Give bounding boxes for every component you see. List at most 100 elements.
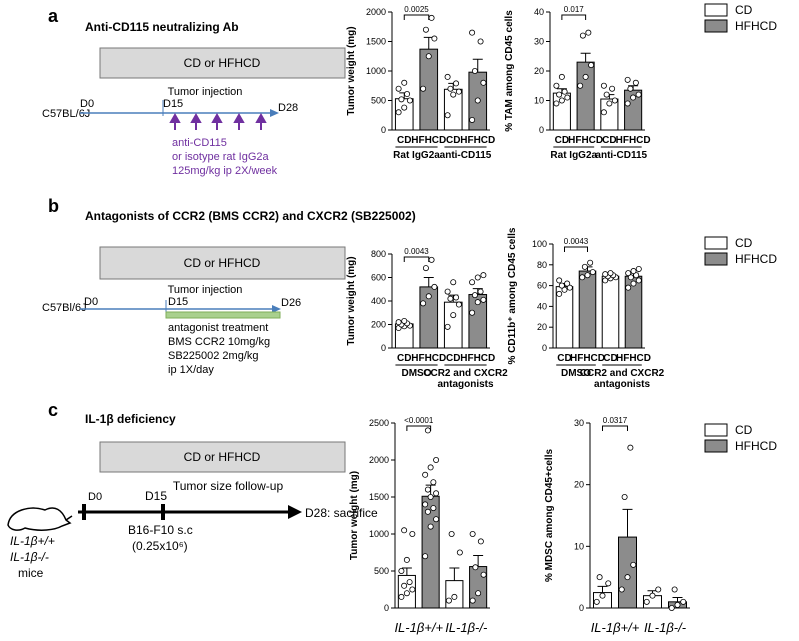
group-label: IL-1β-/- [445, 620, 488, 635]
data-point [633, 272, 640, 279]
arrowhead [270, 109, 279, 117]
data-point [561, 88, 568, 95]
data-point [447, 85, 454, 92]
legend-label: HFHCD [735, 252, 777, 266]
significance-bracket [403, 256, 430, 262]
error-bar [622, 508, 633, 538]
treatment-line: anti-CD115 [172, 137, 227, 149]
data-point [585, 29, 592, 36]
diagram-b: b Antagonists of CCR2 (BMS CCR2) and CXC… [42, 196, 416, 376]
data-point [475, 590, 482, 597]
significance-bracket [602, 425, 628, 431]
category-label: HFHCD [411, 135, 446, 146]
legend-label: HFHCD [735, 19, 777, 33]
data-point [635, 277, 642, 284]
panel-label: b [48, 196, 59, 216]
data-point [424, 427, 431, 434]
data-point [553, 82, 560, 89]
group-label: antagonists [594, 379, 651, 390]
error-bar [580, 52, 591, 63]
y-tick-label: 0 [384, 603, 389, 613]
arrowhead [272, 305, 281, 313]
p-value: <0.0001 [404, 416, 434, 425]
data-point [453, 294, 460, 301]
data-point [433, 456, 440, 463]
day-label: D0 [80, 98, 94, 110]
data-point [561, 286, 568, 293]
error-bar [423, 277, 434, 287]
data-point [611, 97, 618, 104]
y-tick-label: 30 [534, 37, 544, 47]
data-point [401, 582, 408, 589]
diet-box [99, 246, 346, 280]
y-tick-label: 400 [371, 296, 386, 306]
data-point [428, 14, 435, 21]
category-label: CD [397, 353, 411, 364]
bar [601, 275, 620, 349]
treatment-line: or isotype rat IgG2a [172, 151, 269, 163]
data-point [469, 597, 476, 604]
data-point [422, 501, 429, 508]
data-point [427, 493, 434, 500]
data-point [635, 91, 642, 98]
data-point [605, 580, 612, 587]
data-point [599, 592, 606, 599]
data-point [401, 79, 408, 86]
group-label: IL-1β-/- [644, 620, 687, 635]
data-point [579, 32, 586, 39]
data-point [424, 508, 431, 515]
day-label: D26 [281, 297, 301, 309]
data-point [564, 280, 571, 287]
data-point [624, 574, 631, 581]
bar [618, 536, 637, 609]
data-point [593, 598, 600, 605]
diagram-a: a Anti-CD115 neutralizing Ab CD or HFHCD… [42, 6, 346, 177]
data-point [606, 100, 613, 107]
treatment-line: 125mg/kg ip 2X/week [172, 165, 278, 177]
data-point [472, 564, 479, 571]
data-point [409, 531, 416, 538]
category-label: CD [555, 135, 569, 146]
data-point [427, 464, 434, 471]
data-point [480, 272, 487, 279]
data-point [424, 486, 431, 493]
group-label: antagonists [437, 379, 494, 390]
data-point [602, 271, 609, 278]
category-label: HFHCD [460, 135, 495, 146]
mouse-label: mice [18, 566, 44, 580]
y-tick-label: 80 [537, 260, 547, 270]
bar [576, 61, 595, 131]
diet-label: CD or HFHCD [184, 450, 261, 464]
y-tick-label: 0 [542, 343, 547, 353]
data-point [469, 279, 476, 286]
group-label: anti-CD115 [440, 150, 492, 161]
data-point [451, 593, 458, 600]
category-label: HFHCD [568, 135, 603, 146]
y-tick-label: 0 [539, 125, 544, 135]
data-point [420, 85, 427, 92]
error-bar [401, 567, 412, 576]
y-axis-label: Tumor weight (mg) [346, 256, 357, 345]
legend-swatch [704, 19, 728, 33]
data-point [471, 68, 478, 75]
day-label: D0 [88, 491, 102, 503]
data-point [596, 574, 603, 581]
mouse-genotype: IL-1β+/+ [10, 534, 55, 548]
group-label: DMSO [402, 368, 432, 379]
event-label: Tumor injection [168, 284, 243, 296]
data-point [422, 265, 429, 272]
category-label: HFHCD [616, 135, 651, 146]
error-bar [597, 585, 608, 593]
category-label: HFHCD [570, 353, 605, 364]
treatment-line: antagonist treatment [168, 322, 268, 334]
group-label: CCR2 and CXCR2 [580, 368, 665, 379]
strain-label: C57Bl/6J [42, 302, 87, 314]
data-point [469, 531, 476, 538]
data-point [674, 601, 681, 608]
data-point [428, 256, 435, 263]
bar-chart: 0 10 20 30 % MDSC among CD45+cells IL-1β+/+ IL… [544, 416, 777, 635]
data-point [668, 605, 675, 612]
category-label: CD [603, 353, 617, 364]
